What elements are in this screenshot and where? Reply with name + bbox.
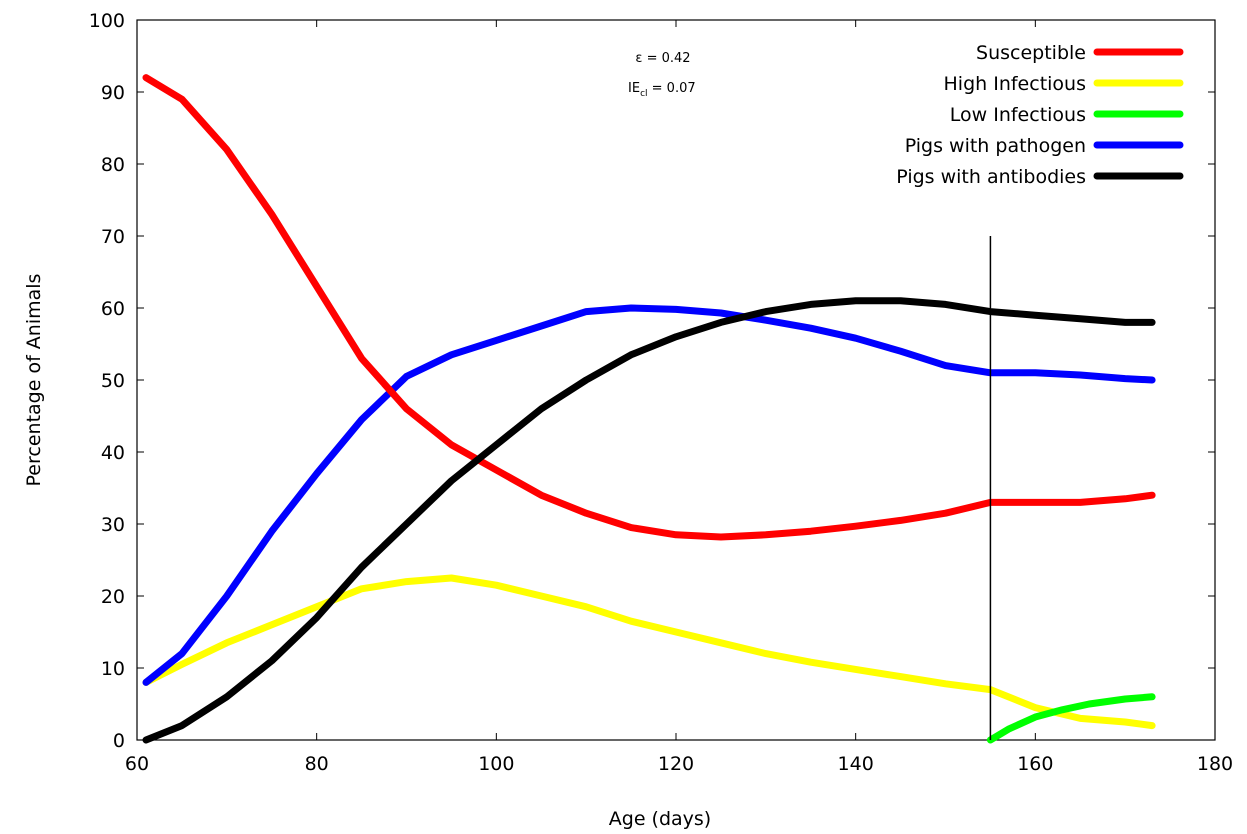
legend-label-pigs-with-pathogen: Pigs with pathogen xyxy=(905,135,1086,157)
legend-label-high-infectious: High Infectious xyxy=(944,73,1086,95)
x-tick-label: 60 xyxy=(125,753,149,775)
y-tick-label: 40 xyxy=(101,442,125,464)
series-line-low-infectious xyxy=(986,693,1156,744)
x-tick-label: 180 xyxy=(1197,753,1233,775)
y-tick-label: 60 xyxy=(101,298,125,320)
series-layer xyxy=(142,74,1156,744)
x-tick-label: 80 xyxy=(305,753,329,775)
x-tick-label: 160 xyxy=(1017,753,1053,775)
y-tick-label: 90 xyxy=(101,82,125,104)
y-tick-label: 70 xyxy=(101,226,125,248)
x-tick-label: 100 xyxy=(478,753,514,775)
y-tick-label: 20 xyxy=(101,586,125,608)
series-line-susceptible xyxy=(142,74,1156,541)
y-tick-label: 100 xyxy=(89,10,125,32)
y-tick-label: 80 xyxy=(101,154,125,176)
series-line-pigs-with-antibodies xyxy=(142,297,1156,744)
legend: Susceptible High Infectious Low Infectious… xyxy=(896,42,1184,188)
y-axis-label: Percentage of Animals xyxy=(23,274,45,487)
x-axis-label: Age (days) xyxy=(609,808,711,830)
y-tick-label: 10 xyxy=(101,658,125,680)
y-axis-ticks: 0 10 20 30 40 50 60 70 80 90 100 xyxy=(89,10,1215,752)
series-line-high-infectious xyxy=(142,574,1156,730)
x-tick-label: 140 xyxy=(838,753,874,775)
y-tick-label: 0 xyxy=(113,730,125,752)
x-tick-label: 120 xyxy=(658,753,694,775)
y-tick-label: 30 xyxy=(101,514,125,536)
legend-label-low-infectious: Low Infectious xyxy=(950,104,1086,126)
legend-label-susceptible: Susceptible xyxy=(976,42,1086,64)
epsilon-annotation: ε = 0.42 xyxy=(635,51,690,66)
y-tick-label: 50 xyxy=(101,370,125,392)
series-line-pigs-with-pathogen xyxy=(142,304,1156,686)
x-axis-ticks: 60 80 100 120 140 160 180 xyxy=(125,20,1233,775)
legend-label-pigs-with-antibodies: Pigs with antibodies xyxy=(896,166,1086,188)
ie-annotation: IEcl = 0.07 xyxy=(628,81,696,99)
